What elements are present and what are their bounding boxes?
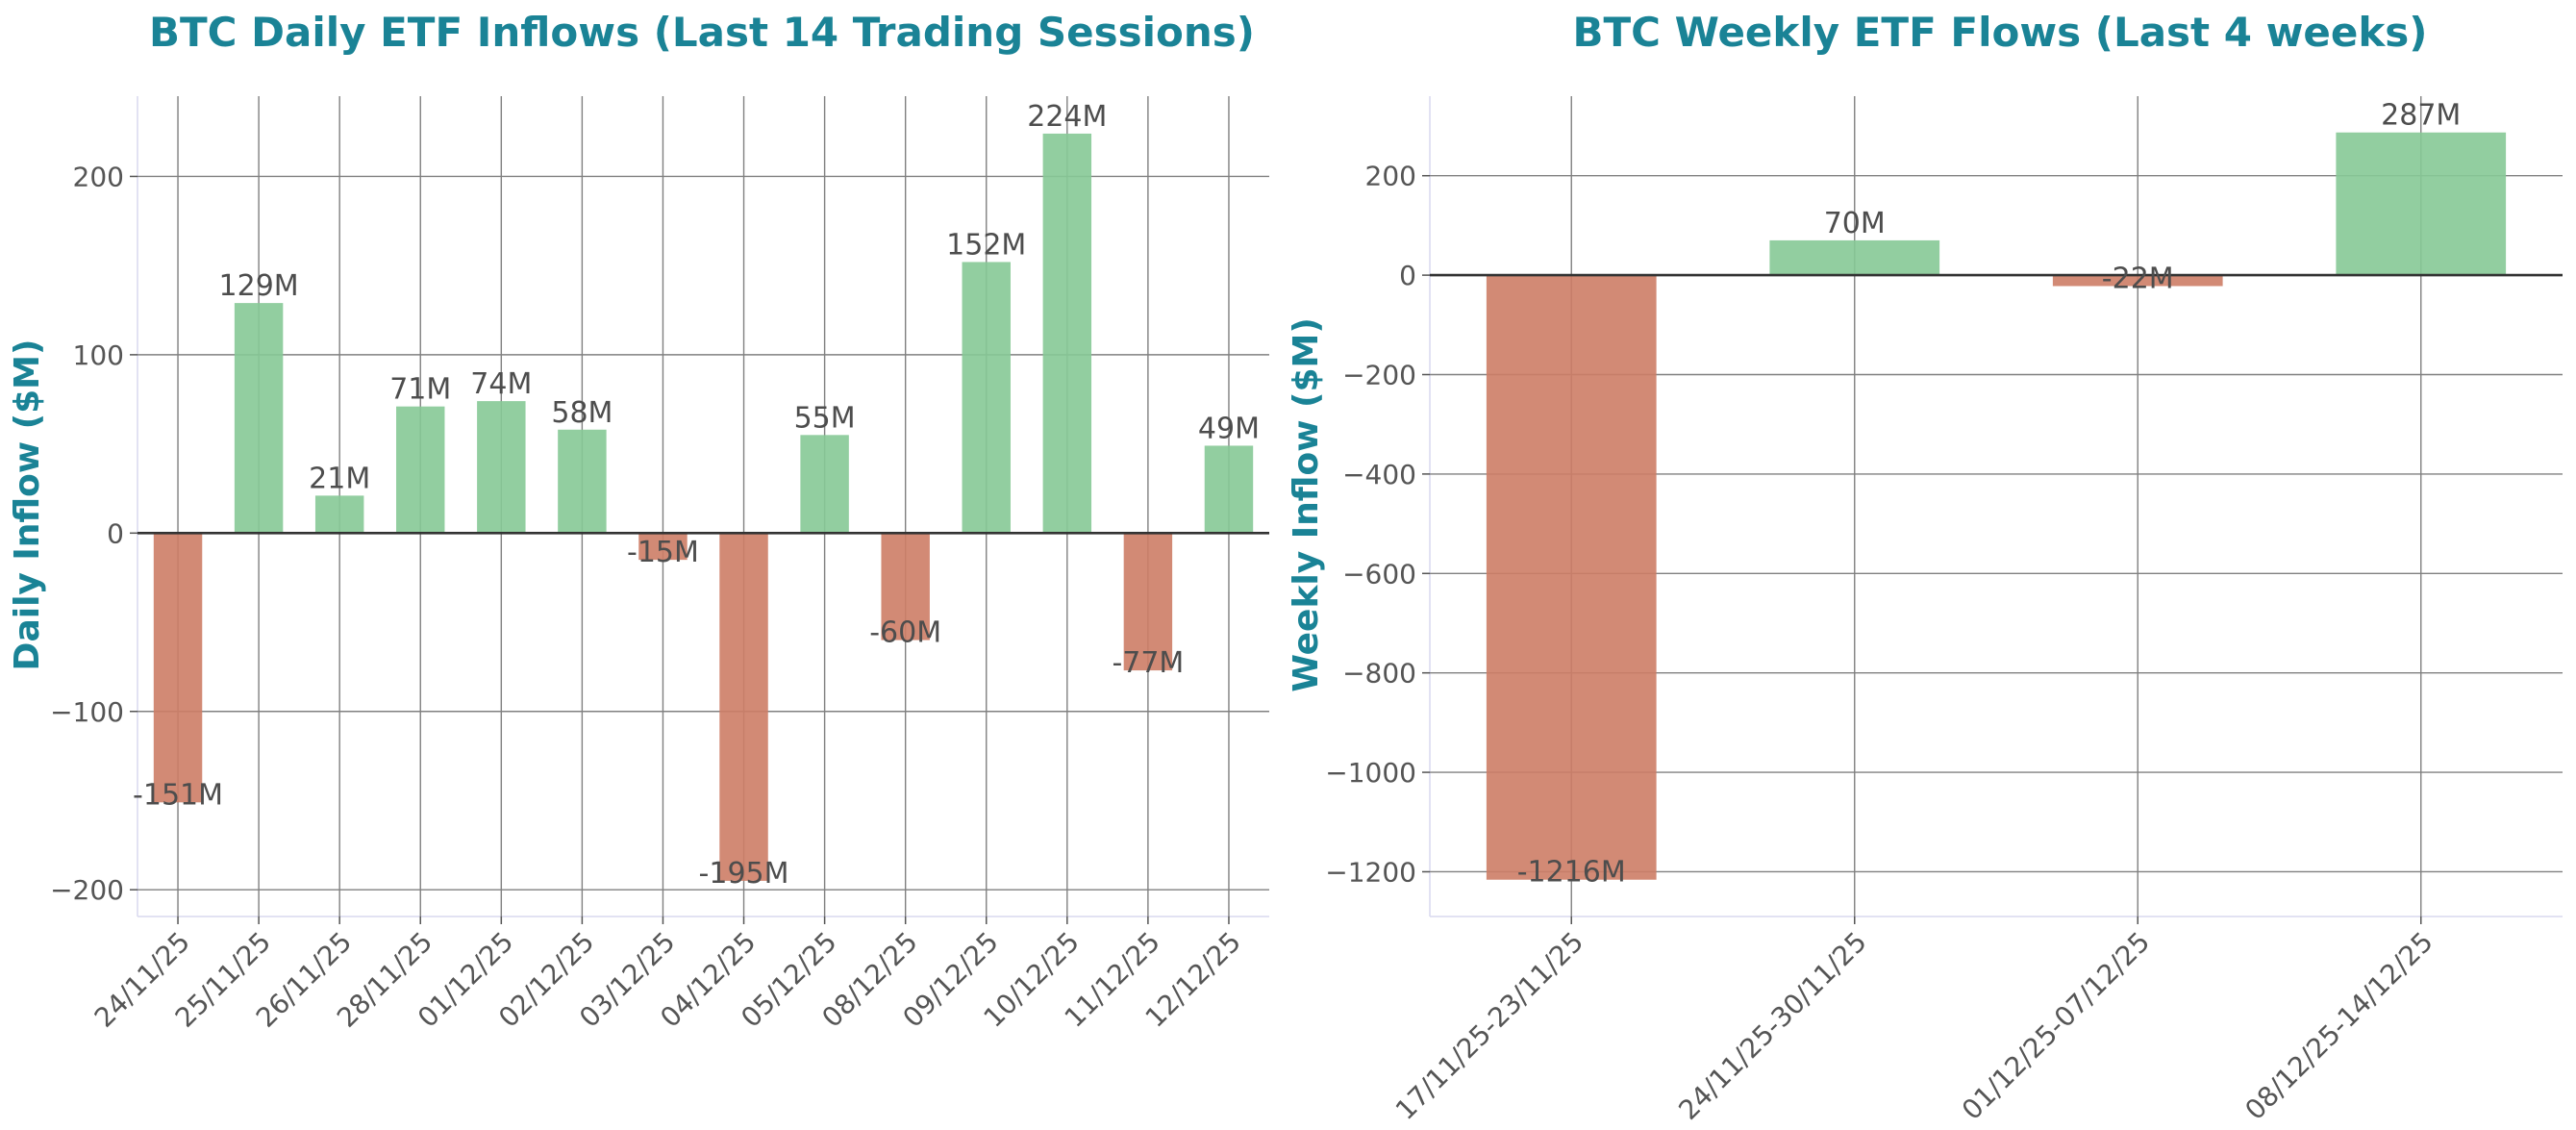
daily-chart-y-axis-label: Daily Inflow ($M): [8, 339, 47, 671]
daily-y-tick-label: 200: [73, 161, 124, 192]
daily-bar-2: [234, 303, 284, 534]
daily-inflows-chart: BTC Daily ETF Inflows (Last 14 Trading S…: [8, 9, 1269, 1034]
daily-bar-5: [477, 401, 526, 534]
daily-bar-6: [558, 429, 607, 534]
daily-bar-7: [638, 533, 688, 561]
daily-bar-11: [962, 262, 1011, 534]
daily-data-label-10: -60M: [869, 616, 941, 650]
daily-data-label-1: -151M: [133, 778, 223, 812]
weekly-x-tick-label-1: 17/11/25-23/11/25: [1389, 926, 1589, 1126]
weekly-y-tick-label: −400: [1342, 459, 1416, 490]
daily-chart-gridlines: [137, 96, 1269, 917]
daily-bar-10: [881, 533, 930, 640]
weekly-y-tick-label: −200: [1342, 360, 1416, 391]
weekly-x-tick-label-4: 08/12/25-14/12/25: [2238, 926, 2438, 1126]
daily-y-tick-label: −100: [50, 696, 124, 728]
daily-y-tick-label: 100: [73, 339, 124, 371]
daily-bar-13: [1123, 533, 1173, 671]
weekly-flows-chart: BTC Weekly ETF Flows (Last 4 weeks) Week…: [1287, 9, 2563, 1126]
weekly-y-tick-label: −1000: [1325, 757, 1416, 789]
daily-bar-14: [1204, 445, 1254, 534]
daily-bar-8: [719, 533, 768, 881]
daily-bar-4: [396, 406, 445, 534]
daily-data-label-13: -77M: [1112, 646, 1184, 680]
weekly-data-label-3: -22M: [2102, 262, 2174, 295]
weekly-bar-4: [2336, 132, 2507, 276]
weekly-data-label-2: 70M: [1824, 207, 1886, 240]
weekly-chart-title: BTC Weekly ETF Flows (Last 4 weeks): [1573, 9, 2428, 56]
weekly-y-tick-label: 0: [1399, 260, 1416, 291]
weekly-chart-gridlines: [1429, 96, 2563, 917]
weekly-chart-y-axis-label: Weekly Inflow ($M): [1287, 317, 1326, 692]
weekly-chart-data-labels: -1216M 70M -22M 287M: [1517, 99, 2462, 890]
daily-data-label-9: 55M: [794, 401, 856, 435]
weekly-data-label-1: -1216M: [1517, 856, 1626, 890]
weekly-bar-2: [1769, 239, 1940, 276]
daily-bar-1: [153, 533, 203, 803]
daily-data-label-11: 152M: [946, 228, 1026, 262]
daily-bar-3: [314, 495, 364, 534]
daily-data-label-7: -15M: [627, 536, 699, 569]
weekly-y-tick-label: 200: [1365, 161, 1416, 192]
daily-data-label-5: 74M: [470, 367, 532, 401]
daily-y-tick-label: −200: [50, 874, 124, 906]
daily-data-label-2: 129M: [219, 269, 299, 303]
daily-chart-data-labels: -151M 129M 21M 71M 74M 58M -15M -195M 55M -60M 152…: [133, 100, 1260, 891]
daily-chart-title: BTC Daily ETF Inflows (Last 14 Trading S…: [149, 9, 1255, 56]
daily-y-tick-label: 0: [107, 517, 124, 549]
weekly-data-label-4: 287M: [2381, 99, 2461, 133]
daily-chart-bars: [153, 133, 1254, 881]
weekly-bar-1: [1486, 275, 1657, 880]
daily-bar-9: [800, 435, 849, 534]
weekly-chart-bars: [1486, 132, 2507, 880]
daily-data-label-3: 21M: [309, 462, 370, 495]
daily-data-label-6: 58M: [551, 396, 613, 430]
daily-data-label-8: -195M: [699, 857, 789, 891]
weekly-y-tick-label: −1200: [1325, 856, 1416, 888]
daily-bar-12: [1042, 133, 1092, 534]
daily-data-label-4: 71M: [389, 373, 451, 407]
weekly-bar-3: [2052, 275, 2223, 287]
weekly-x-tick-label-2: 24/11/25-30/11/25: [1672, 926, 1872, 1126]
weekly-y-tick-label: −800: [1342, 658, 1416, 690]
weekly-y-tick-label: −600: [1342, 558, 1416, 590]
daily-data-label-14: 49M: [1198, 412, 1260, 445]
daily-data-label-12: 224M: [1027, 100, 1107, 134]
weekly-x-tick-label-3: 01/12/25-07/12/25: [1956, 926, 2156, 1126]
